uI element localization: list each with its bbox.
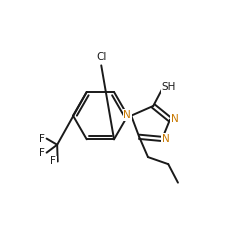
Text: F: F	[50, 156, 56, 166]
Text: N: N	[123, 110, 131, 120]
Text: F: F	[39, 148, 45, 158]
Text: N: N	[162, 134, 170, 144]
Text: SH: SH	[162, 82, 176, 93]
Text: Cl: Cl	[96, 52, 106, 63]
Text: F: F	[39, 134, 45, 144]
Text: N: N	[171, 114, 178, 124]
